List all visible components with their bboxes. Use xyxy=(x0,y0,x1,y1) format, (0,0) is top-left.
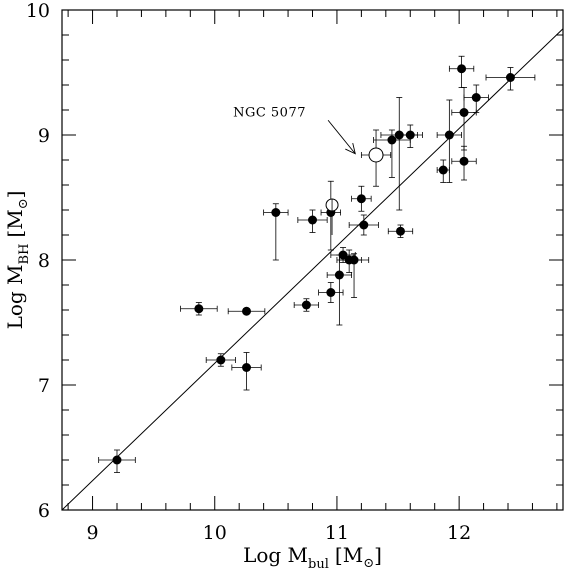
y-axis-label-units-close: ] xyxy=(3,191,27,199)
data-points xyxy=(98,55,536,473)
data-point xyxy=(263,203,289,261)
data-point xyxy=(387,224,414,238)
filled-marker xyxy=(349,255,359,265)
data-point xyxy=(351,185,372,212)
y-tick-label: 7 xyxy=(38,375,50,397)
x-tick-label: 12 xyxy=(447,522,471,544)
data-point xyxy=(380,97,418,211)
filled-marker xyxy=(459,156,469,166)
data-point xyxy=(338,253,370,298)
data-point xyxy=(330,247,356,263)
x-axis-label-units: [M xyxy=(335,543,363,567)
filled-marker xyxy=(505,73,515,82)
filled-marker xyxy=(405,130,415,140)
data-point xyxy=(297,209,328,233)
filled-marker xyxy=(308,215,317,225)
y-axis-label: Log MBH [M⊙] xyxy=(3,191,32,330)
data-point xyxy=(436,159,450,183)
filled-marker xyxy=(459,108,469,117)
data-point xyxy=(205,353,236,367)
axis-ticks xyxy=(62,9,563,511)
y-axis-label-units: [M xyxy=(3,209,27,237)
data-point xyxy=(325,198,339,235)
x-tick-label: 10 xyxy=(203,522,227,544)
x-tick-label: 11 xyxy=(325,522,349,544)
filled-marker xyxy=(326,288,336,297)
x-axis-label-main: Log M xyxy=(243,543,308,567)
x-axis-sun-symbol: ⊙ xyxy=(363,556,374,571)
x-axis-label-sub: bul xyxy=(308,557,329,572)
data-point xyxy=(485,67,536,91)
x-axis-label: Log Mbul [M⊙] xyxy=(243,543,382,572)
data-point xyxy=(326,254,353,326)
data-point xyxy=(231,352,262,391)
open-marker xyxy=(368,147,384,163)
filled-marker xyxy=(301,300,311,310)
filled-marker xyxy=(338,250,348,260)
x-tick-label: 9 xyxy=(87,522,99,544)
data-point xyxy=(348,214,379,236)
plot-frame xyxy=(61,9,564,511)
data-point xyxy=(293,298,320,312)
y-tick-label: 10 xyxy=(26,0,50,22)
filled-marker xyxy=(359,220,369,230)
filled-marker xyxy=(444,130,454,140)
filled-marker xyxy=(334,270,344,280)
annotation-arrowhead xyxy=(345,142,356,155)
annotation-label: NGC 5077 xyxy=(233,105,306,120)
data-point xyxy=(98,449,136,473)
data-point xyxy=(180,302,218,316)
annotation-arrow xyxy=(327,119,356,155)
filled-marker xyxy=(242,306,252,316)
fit-line xyxy=(61,28,564,511)
y-tick-label: 9 xyxy=(38,125,50,147)
data-point xyxy=(320,180,342,251)
data-point xyxy=(463,84,489,113)
data-point xyxy=(448,55,475,88)
filled-marker xyxy=(271,208,281,217)
filled-marker xyxy=(457,64,467,74)
data-point xyxy=(227,306,266,316)
y-tick-label: 6 xyxy=(38,500,50,522)
ngc5077-annotation: NGC 5077 xyxy=(233,105,356,155)
filled-marker xyxy=(356,194,366,204)
data-point xyxy=(360,129,392,187)
data-point xyxy=(318,282,344,303)
filled-marker xyxy=(112,455,122,465)
data-point xyxy=(397,124,423,148)
data-point xyxy=(451,145,477,181)
data-point xyxy=(436,99,462,183)
filled-marker xyxy=(438,165,448,175)
filled-marker xyxy=(387,135,397,145)
axis-tick-labels: 9 10 11 12 6 7 8 9 10 xyxy=(26,0,471,544)
filled-marker xyxy=(194,304,204,314)
data-point xyxy=(373,129,411,178)
y-axis-label-sub: BH xyxy=(17,244,32,265)
y-tick-label: 8 xyxy=(38,250,50,272)
y-axis-label-main: Log M xyxy=(3,264,27,329)
filled-marker xyxy=(395,226,405,236)
filled-marker xyxy=(242,363,252,372)
x-axis-label-units-close: ] xyxy=(374,543,382,567)
filled-marker xyxy=(216,355,226,365)
y-axis-sun-symbol: ⊙ xyxy=(16,198,31,209)
filled-marker xyxy=(471,93,481,102)
